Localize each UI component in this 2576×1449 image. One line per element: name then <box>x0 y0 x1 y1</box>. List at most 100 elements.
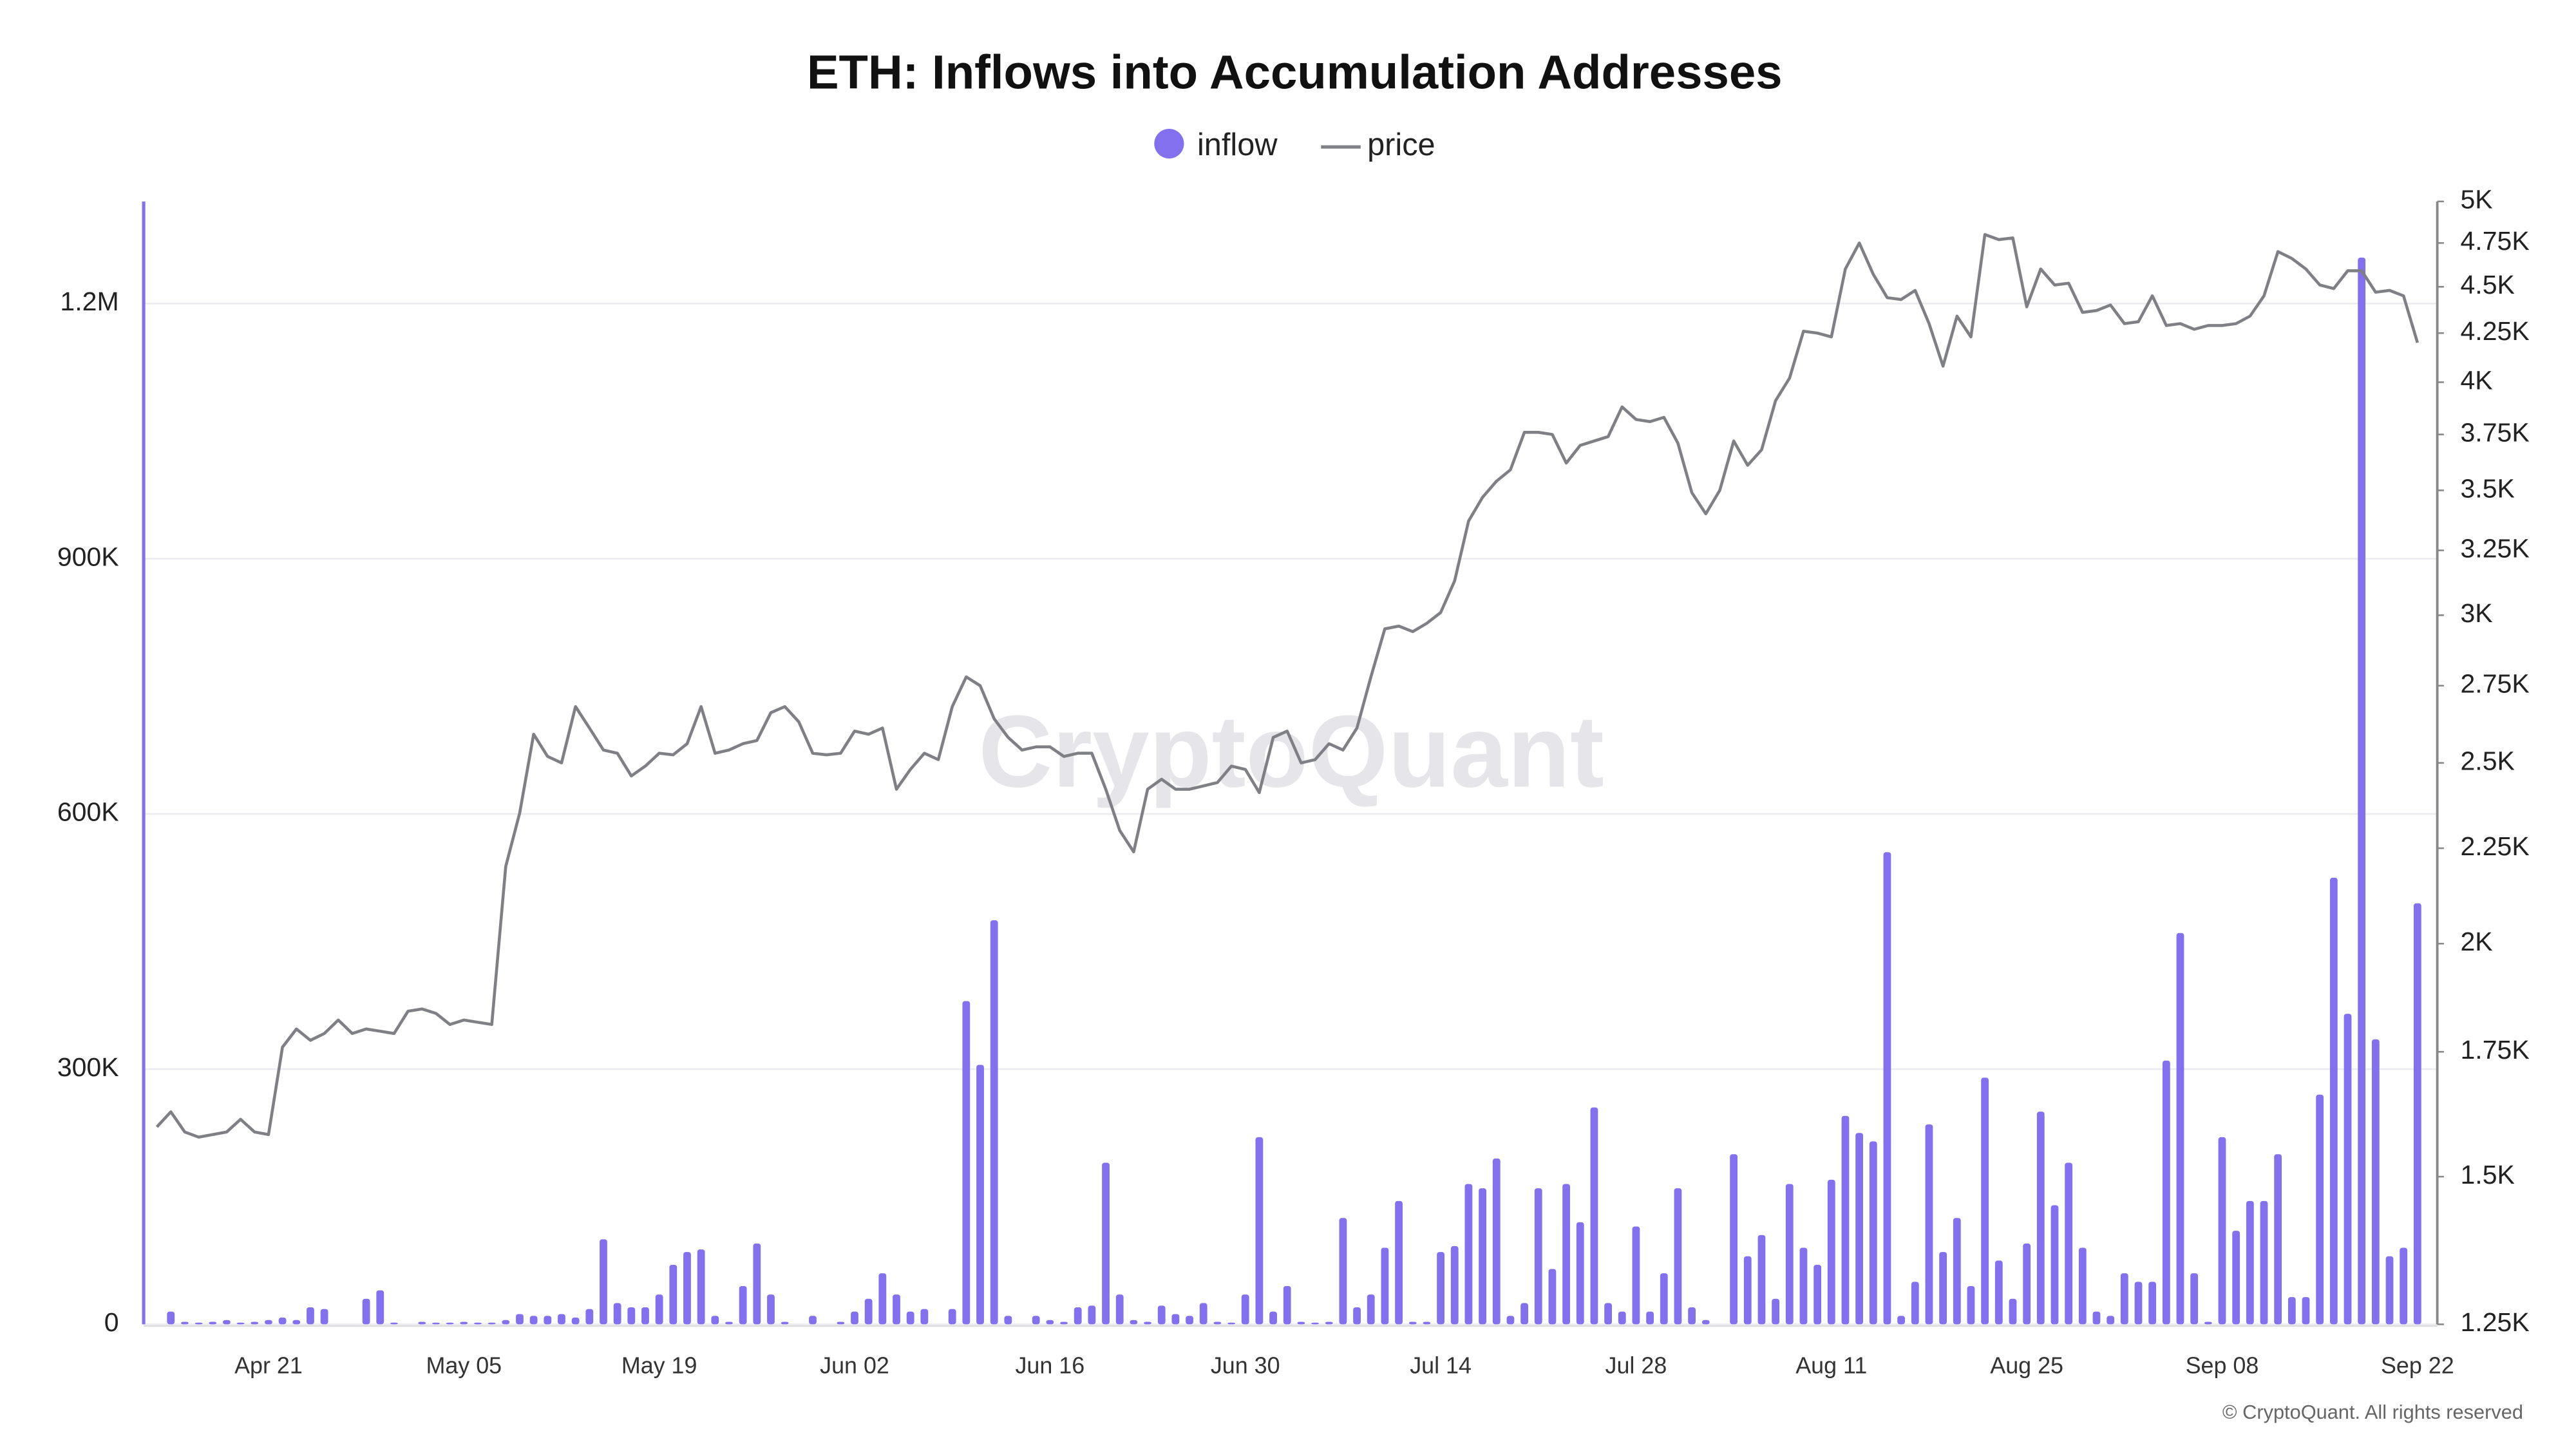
x-tick-label: Sep 22 <box>2381 1353 2454 1379</box>
bar <box>544 1316 552 1325</box>
bar <box>585 1309 594 1325</box>
bar <box>418 1321 426 1325</box>
bar <box>2190 1273 2199 1325</box>
bar <box>376 1290 384 1325</box>
bar <box>1981 1077 1989 1325</box>
bar <box>1144 1321 1151 1325</box>
bar <box>1450 1245 1459 1325</box>
bar <box>2302 1297 2310 1325</box>
credit: © CryptoQuant. All rights reserved <box>2222 1401 2523 1423</box>
bar <box>2316 1094 2324 1325</box>
bar <box>1897 1316 1906 1325</box>
y2-tick-label: 2.25K <box>2461 831 2530 861</box>
bar <box>2107 1316 2115 1325</box>
bar <box>1576 1222 1584 1325</box>
bar <box>2009 1298 2017 1325</box>
bar <box>2204 1321 2212 1325</box>
bar <box>2329 877 2338 1325</box>
bar <box>948 1309 956 1325</box>
bar <box>1241 1294 1249 1325</box>
y2-tick-label: 3.75K <box>2461 417 2530 447</box>
bar <box>1408 1321 1417 1325</box>
bar <box>167 1311 175 1325</box>
bar <box>1757 1235 1766 1325</box>
bar <box>920 1309 929 1325</box>
bar <box>2218 1137 2226 1325</box>
bar <box>1785 1184 1794 1325</box>
x-tick-label: Jul 28 <box>1605 1353 1667 1379</box>
bar <box>1339 1218 1347 1325</box>
bar <box>2176 933 2184 1325</box>
bar <box>669 1264 677 1325</box>
bar <box>1269 1311 1277 1325</box>
bar <box>1701 1320 1710 1325</box>
bar <box>1855 1133 1864 1325</box>
bar <box>1994 1260 2003 1325</box>
y2-tick-label: 2.75K <box>2461 669 2530 699</box>
bar <box>851 1311 858 1325</box>
bar <box>1199 1303 1208 1325</box>
bar <box>1060 1321 1068 1325</box>
bar <box>1102 1162 1110 1325</box>
y-tick-label: 300K <box>57 1052 119 1082</box>
x-tick-label: Sep 08 <box>2186 1353 2259 1379</box>
bar <box>516 1314 524 1325</box>
bar <box>739 1285 747 1325</box>
bar <box>2078 1247 2087 1325</box>
bar <box>1492 1158 1501 1325</box>
y-tick-label: 1.2M <box>60 287 118 316</box>
bar <box>2260 1200 2268 1325</box>
y2-tick-label: 5K <box>2461 185 2493 214</box>
y2-tick-label: 2.5K <box>2461 746 2515 775</box>
bar <box>209 1321 217 1325</box>
x-tick-label: Jun 30 <box>1211 1353 1280 1379</box>
bar <box>2274 1154 2282 1325</box>
bar <box>2050 1205 2059 1325</box>
y-tick-label: 0 <box>104 1307 119 1337</box>
y2-tick-label: 2K <box>2461 927 2493 956</box>
x-tick-label: May 05 <box>426 1353 502 1379</box>
bar <box>837 1321 845 1325</box>
bar <box>1841 1115 1850 1325</box>
bar <box>683 1252 691 1325</box>
bar <box>1171 1314 1180 1325</box>
bar <box>1311 1322 1319 1325</box>
x-tick-label: Jun 16 <box>1015 1353 1084 1379</box>
x-tick-label: Jul 14 <box>1410 1353 1472 1379</box>
bar <box>1660 1273 1668 1325</box>
bar <box>1130 1320 1138 1325</box>
bar <box>1911 1282 1919 1325</box>
chart-title: ETH: Inflows into Accumulation Addresses <box>807 46 1783 99</box>
bar <box>2036 1112 2045 1325</box>
bar <box>2065 1162 2073 1325</box>
y2-tick-label: 1.5K <box>2461 1160 2515 1189</box>
bar <box>1032 1316 1040 1325</box>
bar <box>1088 1305 1096 1325</box>
bar <box>1213 1321 1222 1325</box>
bar <box>1353 1307 1361 1325</box>
bar <box>2344 1014 2352 1325</box>
bar <box>251 1321 259 1325</box>
bar <box>2371 1039 2380 1325</box>
y-tick-label: 600K <box>57 797 119 827</box>
bar <box>990 920 998 1325</box>
bar <box>2148 1282 2157 1325</box>
bar <box>1674 1188 1682 1325</box>
legend-swatch <box>1154 129 1184 159</box>
bar <box>181 1321 189 1325</box>
bar <box>474 1322 482 1325</box>
bar <box>641 1307 649 1325</box>
bar <box>2120 1273 2128 1325</box>
bar <box>307 1307 314 1325</box>
bar <box>1743 1256 1752 1325</box>
bar <box>1799 1247 1808 1325</box>
x-tick-label: Aug 25 <box>1990 1353 2063 1379</box>
bar <box>1883 852 1891 1325</box>
y2-tick-label: 1.25K <box>2461 1307 2530 1337</box>
bar <box>893 1294 900 1325</box>
bar <box>558 1314 565 1325</box>
bar <box>1967 1285 1975 1325</box>
bar <box>1479 1188 1486 1325</box>
y2-tick-label: 3K <box>2461 598 2493 628</box>
bar <box>292 1320 301 1325</box>
